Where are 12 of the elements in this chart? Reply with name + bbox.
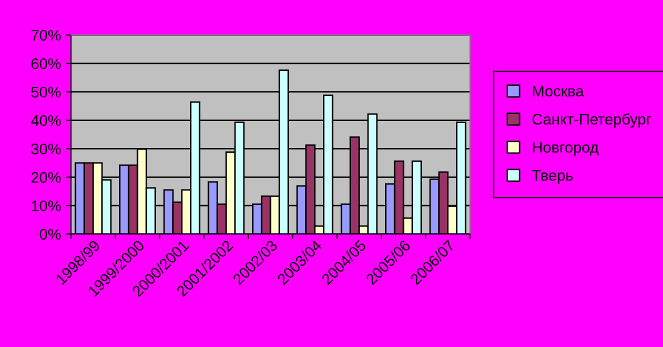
legend-label: Новгород <box>533 142 598 156</box>
y-tick-label: 10% <box>32 200 61 212</box>
y-tick-label: 40% <box>31 115 61 126</box>
y-tick-label: 20% <box>31 172 61 183</box>
y-tick-label: 60% <box>31 58 61 70</box>
y-tick-label: 70% <box>31 30 61 41</box>
y-tick-label: 0% <box>40 228 61 240</box>
legend-label: Москва <box>533 86 584 97</box>
y-tick-label: 50% <box>31 86 61 98</box>
legend-label: Санкт-Петербург <box>532 113 652 128</box>
legend-label: Тверь <box>532 170 573 184</box>
y-tick-label: 30% <box>31 144 61 154</box>
